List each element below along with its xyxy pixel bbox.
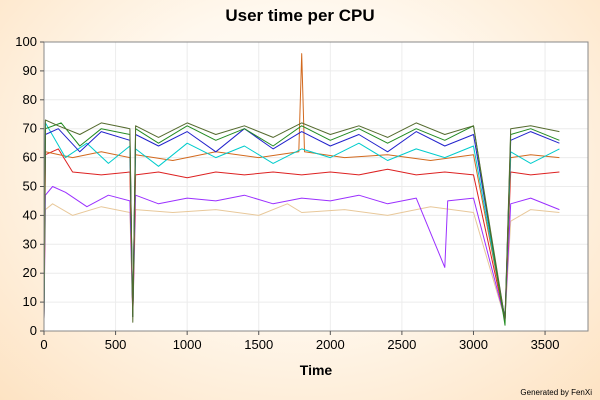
credit-text: Generated by FenXi: [520, 388, 592, 397]
y-tick-label: 50: [23, 179, 37, 194]
y-tick-label: 60: [23, 150, 37, 165]
y-tick-label: 30: [23, 236, 37, 251]
series-line-5: [43, 122, 560, 320]
x-axis-label: Time: [299, 362, 333, 378]
series-line-8: [43, 119, 560, 323]
x-tick-label: 500: [105, 337, 127, 352]
y-tick-label: 70: [23, 121, 37, 136]
x-tick-label: 2000: [316, 337, 345, 352]
chart-title: User time per CPU: [225, 6, 375, 25]
y-tick-label: 0: [30, 323, 37, 338]
series-line-3: [43, 148, 560, 320]
x-tick-label: 1000: [173, 337, 202, 352]
y-tick-label: 90: [23, 63, 37, 78]
x-tick-label: 1500: [244, 337, 273, 352]
series-line-1: [43, 203, 560, 320]
y-tick-label: 20: [23, 265, 37, 280]
series-line-4: [43, 53, 560, 320]
x-tick-label: 0: [40, 337, 47, 352]
y-tick-label: 100: [15, 34, 37, 49]
series-line-2: [43, 186, 560, 320]
y-tick-label: 80: [23, 92, 37, 107]
x-tick-label: 3000: [459, 337, 488, 352]
series-line-6: [43, 128, 560, 320]
y-tick-label: 10: [23, 294, 37, 309]
x-tick-label: 3500: [531, 337, 560, 352]
x-tick-label: 2500: [387, 337, 416, 352]
y-tick-label: 40: [23, 207, 37, 222]
